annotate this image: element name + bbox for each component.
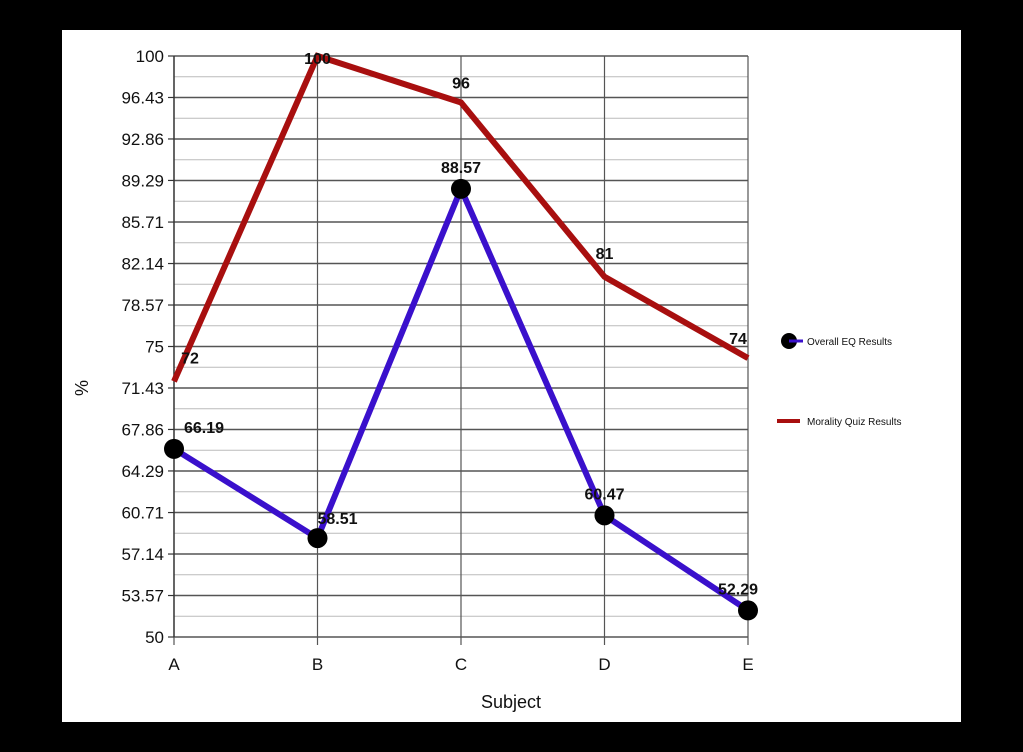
data-labels: 66.19 58.51 88.57 60.47 52.29 72 100 96 81 74: [181, 51, 758, 598]
y-tick-label: 85.71: [121, 213, 164, 232]
y-tick-label: 75: [145, 338, 164, 357]
grid: [173, 55, 749, 645]
data-point-overall-eq: [307, 528, 328, 549]
data-point-overall-eq: [738, 600, 758, 621]
y-tick-label: 57.14: [121, 545, 164, 564]
data-label-morality-quiz: 74: [729, 331, 747, 348]
data-label-overall-eq: 60.47: [584, 486, 624, 503]
data-point-overall-eq: [164, 438, 184, 459]
legend: Overall EQ Results Morality Quiz Results: [777, 333, 901, 428]
data-label-overall-eq: 66.19: [184, 420, 224, 437]
data-label-overall-eq: 88.57: [441, 160, 481, 177]
data-label-morality-quiz: 81: [596, 246, 614, 263]
data-label-overall-eq: 52.29: [718, 581, 758, 598]
x-tick-label: E: [742, 655, 753, 674]
y-tick-label: 50: [145, 628, 164, 647]
y-tick-label: 53.57: [121, 587, 164, 606]
chart-panel: 50 53.57 57.14 60.71 64.29 67.86 71.43 75 78.57 8…: [62, 30, 961, 722]
y-tick-label: 78.57: [121, 296, 164, 315]
data-point-overall-eq: [594, 505, 615, 526]
x-tick-label: A: [168, 655, 180, 674]
data-label-morality-quiz: 100: [304, 51, 331, 68]
data-point-overall-eq: [451, 178, 471, 199]
series-line-morality-quiz: [171, 52, 750, 383]
data-label-overall-eq: 58.51: [317, 511, 357, 528]
x-tick-label: C: [455, 655, 467, 674]
legend-label-overall-eq: Overall EQ Results: [807, 337, 892, 348]
x-axis-ticks: A B C D E: [168, 655, 753, 674]
y-tick-label: 64.29: [121, 462, 164, 481]
y-tick-label: 96.43: [121, 88, 164, 107]
y-tick-label: 100: [136, 47, 164, 66]
x-axis-title: Subject: [481, 692, 541, 712]
y-tick-label: 71.43: [121, 379, 164, 398]
y-tick-label: 89.29: [121, 171, 164, 190]
data-label-morality-quiz: 96: [452, 75, 470, 92]
y-tick-label: 67.86: [121, 420, 164, 439]
y-tick-label: 60.71: [121, 504, 164, 523]
x-tick-label: D: [598, 655, 610, 674]
y-axis-title: %: [72, 380, 92, 396]
y-tick-label: 82.14: [121, 255, 164, 274]
data-label-morality-quiz: 72: [181, 350, 199, 367]
x-tick-label: B: [312, 655, 323, 674]
y-tick-label: 92.86: [121, 130, 164, 149]
y-axis-ticks: 50 53.57 57.14 60.71 64.29 67.86 71.43 75 78.57 8…: [121, 47, 174, 647]
line-chart: 50 53.57 57.14 60.71 64.29 67.86 71.43 75 78.57 8…: [72, 47, 901, 712]
series: [164, 52, 758, 621]
legend-label-morality-quiz: Morality Quiz Results: [807, 417, 901, 428]
